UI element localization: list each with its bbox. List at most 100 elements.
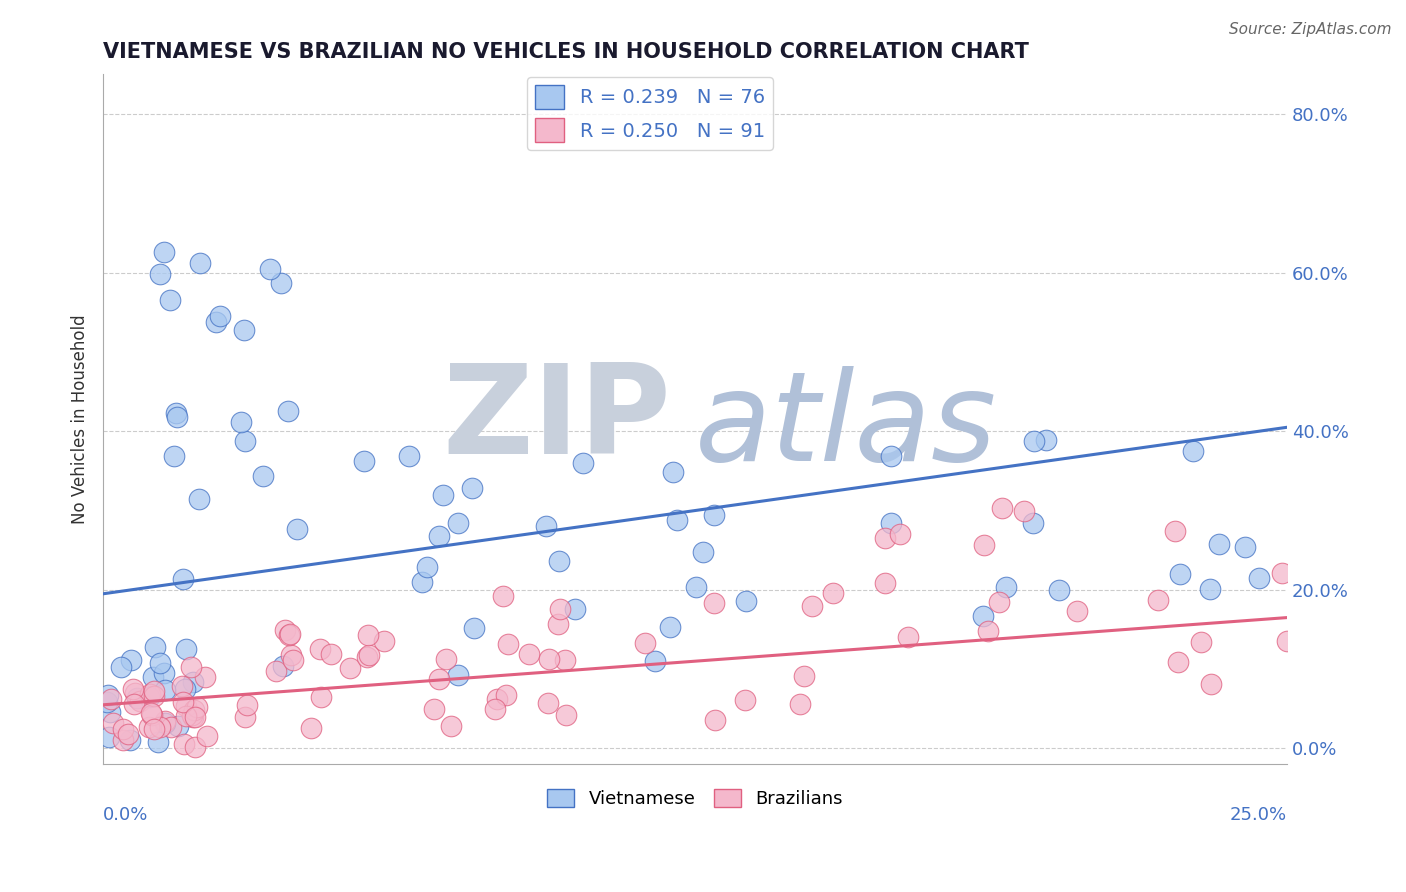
Point [554, 708, 576, 723]
Point [972, 609, 994, 624]
Point [1199, 582, 1222, 597]
Point [143, 690, 166, 704]
Point [259, 261, 281, 276]
Point [278, 628, 301, 642]
Point [987, 595, 1010, 609]
Point [564, 602, 586, 616]
Point [1168, 567, 1191, 582]
Point [174, 642, 197, 657]
Point [174, 698, 197, 713]
Point [277, 403, 299, 417]
Point [1014, 503, 1036, 517]
Point [703, 596, 725, 610]
Point [111, 723, 134, 737]
Point [180, 708, 202, 723]
Point [283, 653, 305, 667]
Point [96, 695, 118, 709]
Point [146, 735, 169, 749]
Point [1022, 434, 1045, 449]
Point [873, 531, 896, 545]
Point [165, 406, 187, 420]
Point [1047, 583, 1070, 598]
Point [634, 635, 657, 649]
Text: ZIP: ZIP [443, 359, 672, 480]
Point [166, 719, 188, 733]
Point [427, 673, 450, 687]
Point [159, 293, 181, 308]
Point [111, 732, 134, 747]
Point [97, 688, 120, 702]
Point [547, 617, 569, 632]
Point [517, 647, 540, 661]
Point [321, 647, 343, 661]
Point [1233, 540, 1256, 554]
Point [273, 659, 295, 673]
Point [571, 456, 593, 470]
Point [138, 690, 160, 704]
Point [236, 698, 259, 713]
Point [149, 656, 172, 670]
Point [703, 713, 725, 727]
Point [141, 708, 163, 723]
Point [534, 519, 557, 533]
Point [554, 652, 576, 666]
Point [889, 526, 911, 541]
Point [139, 687, 162, 701]
Point [252, 469, 274, 483]
Point [644, 654, 666, 668]
Point [692, 545, 714, 559]
Point [100, 692, 122, 706]
Point [183, 703, 205, 717]
Point [187, 491, 209, 506]
Text: atlas: atlas [695, 366, 997, 487]
Point [124, 685, 146, 699]
Point [208, 310, 231, 324]
Point [1022, 516, 1045, 530]
Point [492, 589, 515, 603]
Point [440, 719, 463, 733]
Point [880, 516, 903, 530]
Point [233, 434, 256, 448]
Point [308, 641, 330, 656]
Point [800, 599, 823, 613]
Point [666, 513, 689, 527]
Point [463, 621, 485, 635]
Point [98, 705, 121, 719]
Point [1201, 677, 1223, 691]
Point [661, 465, 683, 479]
Point [160, 720, 183, 734]
Point [166, 410, 188, 425]
Point [176, 708, 198, 723]
Point [1271, 566, 1294, 581]
Point [1164, 524, 1187, 538]
Point [121, 681, 143, 696]
Point [659, 620, 682, 634]
Point [205, 315, 228, 329]
Point [188, 256, 211, 270]
Point [734, 693, 756, 707]
Point [155, 716, 177, 731]
Point [547, 554, 569, 568]
Point [299, 721, 322, 735]
Point [174, 682, 197, 697]
Point [195, 729, 218, 743]
Point [1066, 604, 1088, 618]
Point [287, 522, 309, 536]
Point [181, 675, 204, 690]
Point [264, 664, 287, 678]
Point [153, 714, 176, 728]
Point [735, 594, 758, 608]
Point [460, 481, 482, 495]
Point [357, 648, 380, 662]
Point [897, 630, 920, 644]
Point [411, 575, 433, 590]
Point [145, 640, 167, 654]
Point [880, 449, 903, 463]
Point [122, 698, 145, 712]
Point [416, 560, 439, 574]
Point [991, 501, 1014, 516]
Point [129, 694, 152, 708]
Point [183, 710, 205, 724]
Point [995, 580, 1018, 594]
Point [149, 720, 172, 734]
